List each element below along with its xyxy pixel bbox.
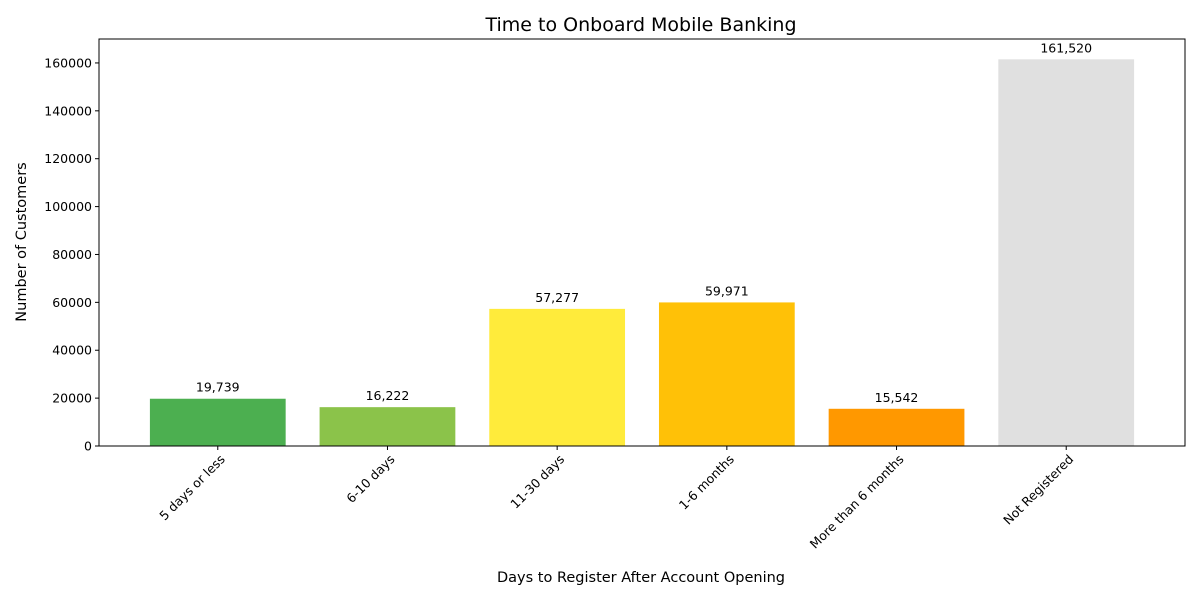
x-tick-label-5: More than 6 months xyxy=(807,452,907,552)
y-tick-label-1: 0 xyxy=(84,439,92,454)
data-label-6: 161,520 xyxy=(1040,40,1092,55)
chart-title: Time to Onboard Mobile Banking xyxy=(484,14,796,36)
data-label-1: 19,739 xyxy=(196,380,240,395)
x-axis-label: Days to Register After Account Opening xyxy=(497,570,785,586)
data-label-4: 59,971 xyxy=(705,283,749,298)
y-tick-label-8: 140000 xyxy=(44,103,92,118)
x-tick-label-4: 1-6 months xyxy=(676,452,737,513)
x-tick-label-3: 11-30 days xyxy=(507,452,567,512)
bar-5 xyxy=(828,408,965,446)
bar-6 xyxy=(998,59,1135,447)
data-label-5: 15,542 xyxy=(875,390,919,405)
y-tick-label-6: 100000 xyxy=(44,199,92,214)
plot-frame xyxy=(98,38,1186,447)
data-label-2: 16,222 xyxy=(366,388,410,403)
y-tick-label-9: 160000 xyxy=(44,55,92,70)
y-tick-label-4: 60000 xyxy=(52,295,92,310)
y-tick-label-7: 120000 xyxy=(44,151,92,166)
x-tick-label-2: 6-10 days xyxy=(343,452,397,506)
x-tick-label-6: Not Registered xyxy=(1000,452,1076,528)
x-tick-label-1: 5 days or less xyxy=(156,452,228,524)
y-tick-label-5: 80000 xyxy=(52,247,92,262)
bar-2 xyxy=(319,407,456,446)
plot-area: 19,739 16,222 57,277 59,971 15,542 161,520 0 20… xyxy=(44,38,1186,552)
y-tick-label-3: 40000 xyxy=(52,343,92,358)
bar-3 xyxy=(489,308,626,446)
y-axis-label: Number of Customers xyxy=(14,162,30,321)
y-tick-label-2: 20000 xyxy=(52,391,92,406)
bar-4 xyxy=(658,302,795,446)
data-label-3: 57,277 xyxy=(535,290,579,305)
bar-1 xyxy=(149,398,286,446)
